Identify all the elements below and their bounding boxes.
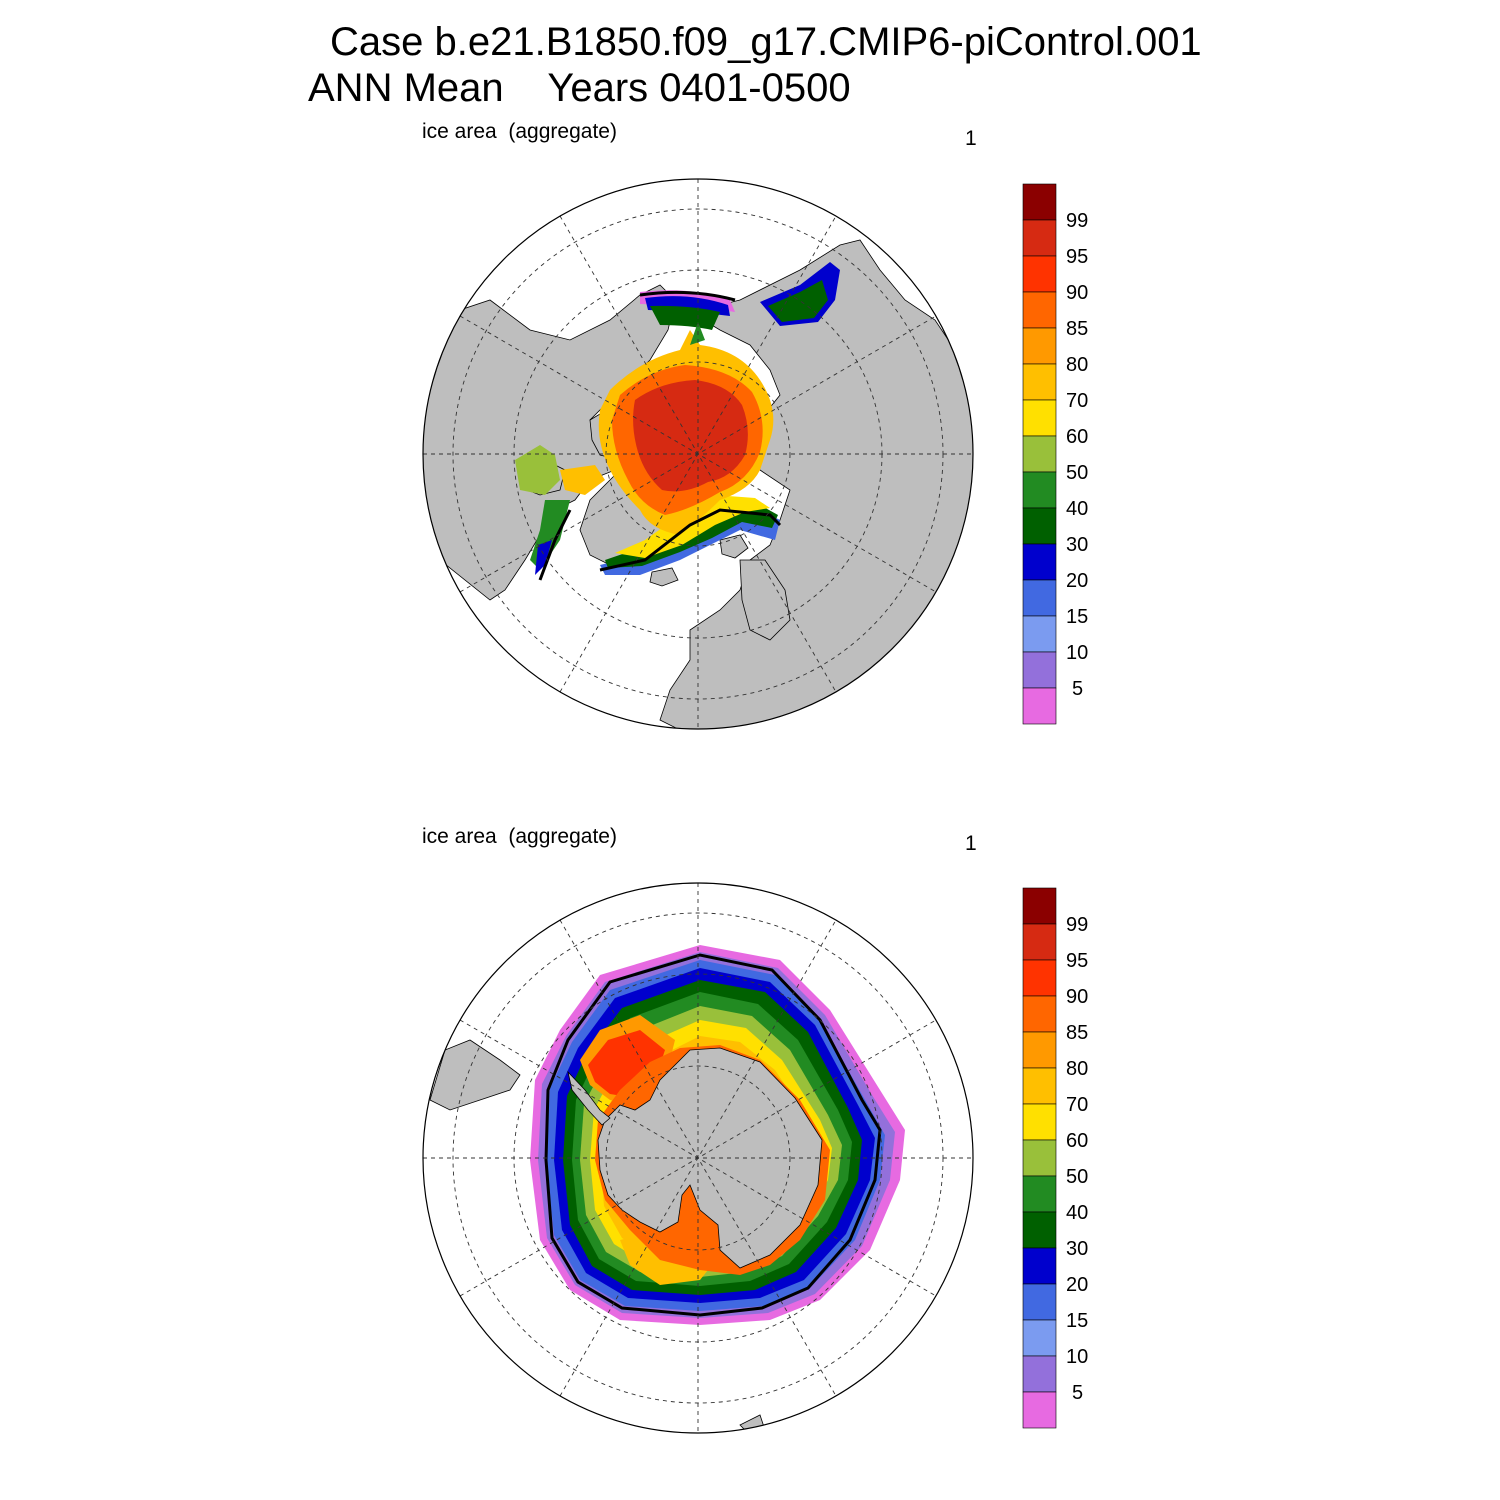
south-colorbar-swatch <box>1022 1247 1057 1285</box>
north-colorbar-label: 80 <box>1066 354 1088 376</box>
north-colorbar-label: 60 <box>1066 426 1088 448</box>
south-colorbar-swatch <box>1022 923 1057 961</box>
south-colorbar-label: 20 <box>1066 1274 1088 1296</box>
south-colorbar-label: 70 <box>1066 1094 1088 1116</box>
south-colorbar-label: 40 <box>1066 1202 1088 1224</box>
antarctic-peninsula-land <box>567 1070 611 1126</box>
svalbard-land <box>719 534 749 559</box>
south-colorbar-swatch <box>1022 887 1057 925</box>
south-colorbar-label: 50 <box>1066 1166 1088 1188</box>
north-colorbar-label: 90 <box>1066 282 1088 304</box>
north-colorbar-swatch <box>1022 651 1057 689</box>
south-colorbar-swatch <box>1022 1283 1057 1321</box>
south-colorbar-label: 80 <box>1066 1058 1088 1080</box>
south-colorbar-swatch <box>1022 1067 1057 1105</box>
north-colorbar: 99 95 90 85 80 70 60 50 40 30 20 15 10 5 <box>1022 183 1088 725</box>
iceland-land <box>649 567 679 587</box>
north-colorbar-label: 5 <box>1072 678 1083 700</box>
south-colorbar-swatch <box>1022 1103 1057 1141</box>
north-colorbar-swatch <box>1022 399 1057 437</box>
figure-title-period: ANN Mean Years 0401-0500 <box>308 66 851 110</box>
south-contour <box>544 953 882 1317</box>
south-colorbar-swatch <box>1022 995 1057 1033</box>
south-colorbar-label: 15 <box>1066 1310 1088 1332</box>
north-colorbar-swatch <box>1022 471 1057 509</box>
south-colorbar: 99 95 90 85 80 70 60 50 40 30 20 15 10 5 <box>1022 887 1088 1429</box>
south-colorbar-label: 30 <box>1066 1238 1088 1260</box>
south-colorbar-swatch <box>1022 1391 1057 1429</box>
north-colorbar-label: 15 <box>1066 606 1088 628</box>
north-colorbar-swatch <box>1022 507 1057 545</box>
south-colorbar-label: 60 <box>1066 1130 1088 1152</box>
south-colorbar-label: 95 <box>1066 950 1088 972</box>
north-colorbar-swatch <box>1022 327 1057 365</box>
south-colorbar-swatch <box>1022 1175 1057 1213</box>
south-map-border <box>422 882 974 1434</box>
south-panel-label: ice area (aggregate) <box>422 825 617 848</box>
figure-title-case: Case b.e21.B1850.f09_g17.CMIP6-piControl… <box>330 20 1202 64</box>
north-colorbar-swatch <box>1022 687 1057 725</box>
north-colorbar-swatch <box>1022 183 1057 221</box>
south-colorbar-swatch <box>1022 1031 1057 1069</box>
north-colorbar-swatch <box>1022 255 1057 293</box>
south-colorbar-swatch <box>1022 1211 1057 1249</box>
south-polar-map <box>422 882 974 1434</box>
north-graticule <box>423 179 973 729</box>
north-colorbar-label: 95 <box>1066 246 1088 268</box>
eurasia-land <box>659 239 973 729</box>
north-colorbar-label: 10 <box>1066 642 1088 664</box>
north-colorbar-swatch <box>1022 615 1057 653</box>
north-colorbar-label: 85 <box>1066 318 1088 340</box>
south-colorbar-label: 90 <box>1066 986 1088 1008</box>
north-colorbar-label: 99 <box>1066 210 1088 232</box>
south-panel-number: 1 <box>965 832 977 855</box>
north-colorbar-swatch <box>1022 219 1057 257</box>
scandinavia-land <box>739 559 791 641</box>
north-colorbar-label: 50 <box>1066 462 1088 484</box>
north-colorbar-label: 20 <box>1066 570 1088 592</box>
north-panel-number: 1 <box>965 127 977 150</box>
north-colorbar-swatch <box>1022 579 1057 617</box>
south-colorbar-label: 10 <box>1066 1346 1088 1368</box>
south-colorbar-label: 5 <box>1072 1382 1083 1404</box>
north-colorbar-swatch <box>1022 435 1057 473</box>
north-polar-map <box>422 178 974 730</box>
south-colorbar-swatch <box>1022 1319 1057 1357</box>
north-colorbar-label: 40 <box>1066 498 1088 520</box>
south-colorbar-swatch <box>1022 1139 1057 1177</box>
north-colorbar-label: 30 <box>1066 534 1088 556</box>
north-map-border <box>422 178 974 730</box>
south-america-land <box>429 1039 521 1111</box>
south-colorbar-swatch <box>1022 959 1057 997</box>
north-colorbar-swatch <box>1022 543 1057 581</box>
south-colorbar-label: 85 <box>1066 1022 1088 1044</box>
south-colorbar-label: 99 <box>1066 914 1088 936</box>
south-colorbar-swatch <box>1022 1355 1057 1393</box>
north-colorbar-label: 70 <box>1066 390 1088 412</box>
north-contour <box>538 290 782 581</box>
north-colorbar-swatch <box>1022 291 1057 329</box>
south-graticule <box>423 883 973 1433</box>
north-panel-label: ice area (aggregate) <box>422 120 617 143</box>
north-colorbar-swatch <box>1022 363 1057 401</box>
